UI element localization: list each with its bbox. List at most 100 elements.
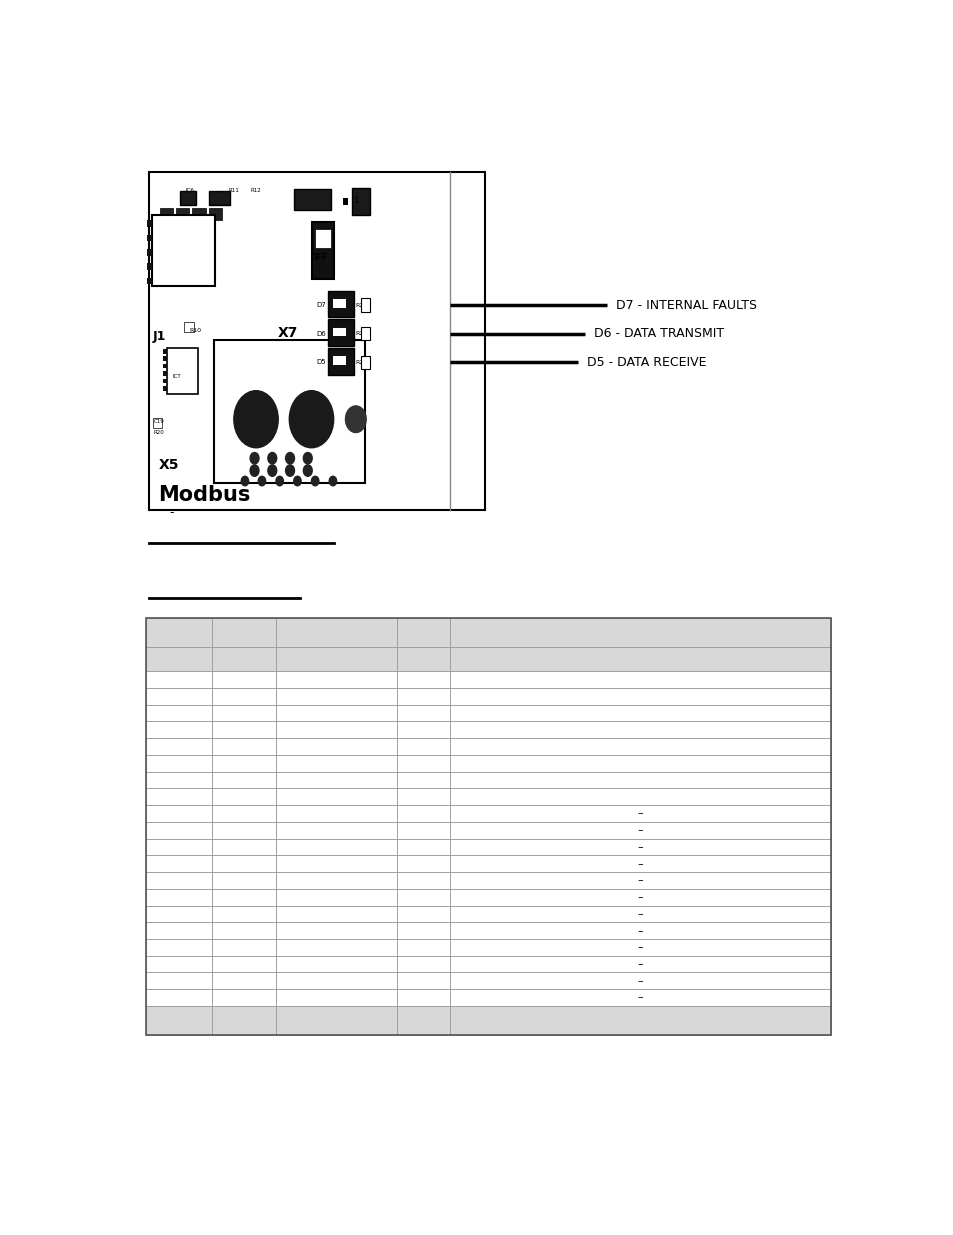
Circle shape	[233, 390, 278, 448]
Bar	[275, 956, 396, 972]
Text: –: –	[637, 825, 642, 835]
Bar	[146, 989, 212, 1007]
Bar	[449, 839, 830, 856]
Bar	[275, 839, 396, 856]
Text: ICT: ICT	[172, 374, 181, 379]
Circle shape	[289, 390, 334, 448]
Bar	[146, 618, 212, 647]
Text: R22: R22	[355, 359, 368, 364]
Bar	[149, 172, 485, 510]
Bar	[328, 291, 354, 317]
Bar	[146, 688, 212, 705]
Bar	[146, 672, 212, 688]
Bar	[275, 772, 396, 788]
Bar	[212, 721, 275, 739]
Bar	[396, 923, 449, 939]
Bar	[212, 1007, 275, 1035]
Bar	[449, 618, 830, 647]
Bar	[275, 788, 396, 805]
Text: X7: X7	[278, 326, 298, 341]
Bar	[146, 872, 212, 889]
Bar	[396, 972, 449, 989]
Bar	[275, 705, 396, 721]
Bar	[163, 363, 167, 368]
Text: R12: R12	[250, 188, 260, 193]
Bar	[396, 821, 449, 839]
Bar	[275, 939, 396, 956]
Bar	[342, 198, 348, 205]
Bar	[212, 872, 275, 889]
Bar	[449, 805, 830, 821]
Bar	[184, 322, 193, 332]
Bar	[147, 221, 152, 227]
Bar	[449, 956, 830, 972]
Bar	[212, 688, 275, 705]
Bar	[352, 188, 370, 215]
Text: D5: D5	[316, 359, 326, 366]
Bar	[146, 905, 212, 923]
Text: –: –	[637, 909, 642, 919]
Bar	[396, 688, 449, 705]
Bar	[449, 972, 830, 989]
Bar	[146, 739, 212, 755]
Text: C19: C19	[153, 419, 164, 424]
Circle shape	[303, 464, 312, 477]
Bar	[449, 772, 830, 788]
Text: D7 - INTERNAL FAULTS: D7 - INTERNAL FAULTS	[616, 299, 757, 311]
Bar	[449, 647, 830, 672]
Bar	[396, 618, 449, 647]
Bar	[176, 209, 190, 221]
Bar	[449, 905, 830, 923]
Bar	[212, 618, 275, 647]
Bar	[193, 209, 206, 221]
Circle shape	[285, 452, 294, 464]
Bar	[396, 647, 449, 672]
Bar	[449, 889, 830, 905]
Bar	[146, 772, 212, 788]
Bar	[275, 721, 396, 739]
Bar	[212, 705, 275, 721]
Bar	[449, 755, 830, 772]
Text: R24: R24	[355, 303, 368, 308]
Text: R10: R10	[190, 327, 201, 332]
Bar	[167, 348, 197, 394]
Bar	[146, 618, 830, 1035]
Bar	[212, 739, 275, 755]
Bar	[396, 856, 449, 872]
Bar	[449, 923, 830, 939]
Bar	[449, 1007, 830, 1035]
Bar	[275, 1007, 396, 1035]
Bar	[147, 278, 152, 284]
Bar	[449, 821, 830, 839]
Bar	[146, 1007, 212, 1035]
Text: D6: D6	[316, 331, 326, 337]
Text: –: –	[637, 976, 642, 986]
Bar	[328, 348, 354, 374]
Circle shape	[303, 452, 312, 464]
Text: –: –	[637, 809, 642, 819]
Circle shape	[268, 464, 276, 477]
Bar	[396, 939, 449, 956]
Bar	[146, 939, 212, 956]
Bar	[146, 839, 212, 856]
Bar	[275, 923, 396, 939]
Bar	[396, 989, 449, 1007]
Bar	[146, 805, 212, 821]
Bar	[275, 905, 396, 923]
Bar	[163, 378, 167, 383]
Bar	[146, 923, 212, 939]
Bar	[146, 755, 212, 772]
Bar	[212, 772, 275, 788]
Text: –: –	[637, 842, 642, 852]
Bar	[212, 672, 275, 688]
Bar	[333, 329, 346, 336]
Bar	[146, 721, 212, 739]
Bar	[360, 299, 370, 311]
Text: D7: D7	[316, 303, 326, 308]
Bar	[163, 385, 167, 390]
Bar	[294, 189, 331, 210]
Bar	[212, 755, 275, 772]
Bar	[212, 856, 275, 872]
Bar	[163, 348, 167, 353]
Bar	[147, 249, 152, 256]
